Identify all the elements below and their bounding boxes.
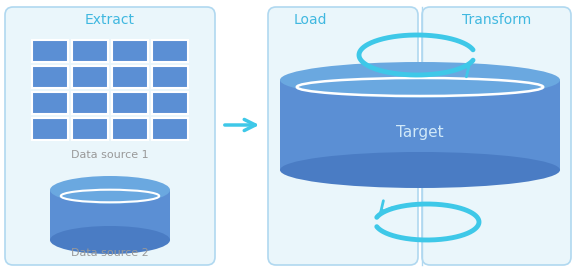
Bar <box>72 118 108 140</box>
Text: Data source 2: Data source 2 <box>71 248 149 258</box>
Bar <box>50 190 170 240</box>
Bar <box>72 66 108 88</box>
Ellipse shape <box>50 176 170 204</box>
Bar <box>112 118 148 140</box>
FancyBboxPatch shape <box>268 7 418 265</box>
Bar <box>112 40 148 62</box>
Text: Transform: Transform <box>463 13 532 27</box>
Ellipse shape <box>50 226 170 254</box>
Bar <box>72 40 108 62</box>
Bar <box>152 66 188 88</box>
Ellipse shape <box>280 152 560 188</box>
Text: Load: Load <box>293 13 327 27</box>
Text: Target: Target <box>396 126 444 140</box>
Bar <box>32 40 68 62</box>
Bar <box>32 66 68 88</box>
Bar <box>152 92 188 114</box>
Text: Extract: Extract <box>85 13 135 27</box>
Bar <box>72 92 108 114</box>
Bar <box>112 92 148 114</box>
Bar <box>32 92 68 114</box>
Bar <box>152 40 188 62</box>
FancyBboxPatch shape <box>422 7 571 265</box>
Bar <box>280 80 560 170</box>
Ellipse shape <box>280 62 560 98</box>
Text: Data source 1: Data source 1 <box>71 150 149 160</box>
Bar <box>32 118 68 140</box>
Bar <box>152 118 188 140</box>
FancyBboxPatch shape <box>5 7 215 265</box>
Bar <box>112 66 148 88</box>
